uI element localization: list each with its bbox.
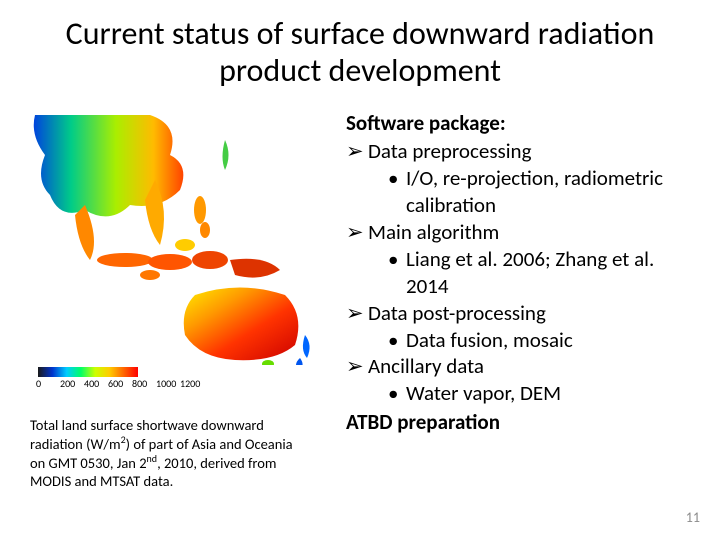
bullet-icon: • [388, 165, 406, 219]
right-column: Software package: ➢Data preprocessing •I… [340, 110, 700, 490]
tick: 400 [84, 377, 108, 390]
bullet-icon: • [388, 327, 406, 354]
bullet-level1: ➢Data preprocessing •I/O, re-projection,… [346, 138, 700, 219]
legend-ticks: 0 200 400 600 800 1000 1200 [30, 377, 340, 390]
arrow-icon: ➢ [346, 219, 368, 246]
legend-gradient [38, 367, 138, 377]
bullet-icon: • [388, 380, 406, 407]
map-svg [30, 110, 320, 365]
bullet-level1: ➢Main algorithm •Liang et al. 2006; Zhan… [346, 219, 700, 300]
page-number: 11 [686, 509, 700, 526]
bullet-level1: ➢Ancillary data •Water vapor, DEM [346, 353, 700, 407]
tick: 1000 [156, 377, 180, 390]
left-column: 0 200 400 600 800 1000 1200 Total land s… [30, 110, 340, 490]
software-header: Software package: [346, 110, 700, 137]
arrow-icon: ➢ [346, 300, 368, 327]
bullet-icon: • [388, 246, 406, 300]
bullet-level1: ➢Data post-processing •Data fusion, mosa… [346, 300, 700, 354]
tick: 200 [60, 377, 84, 390]
map-legend [30, 367, 340, 377]
tick: 800 [132, 377, 156, 390]
radiation-map [30, 110, 320, 365]
arrow-icon: ➢ [346, 138, 368, 165]
atbd-line: ATBD preparation [346, 409, 700, 436]
content-row: 0 200 400 600 800 1000 1200 Total land s… [0, 98, 720, 490]
tick: 600 [108, 377, 132, 390]
tick: 0 [36, 377, 60, 390]
slide-title: Current status of surface downward radia… [0, 0, 720, 98]
arrow-icon: ➢ [346, 353, 368, 380]
tick: 1200 [180, 377, 204, 390]
figure-caption: Total land surface shortwave downward ra… [30, 416, 340, 490]
